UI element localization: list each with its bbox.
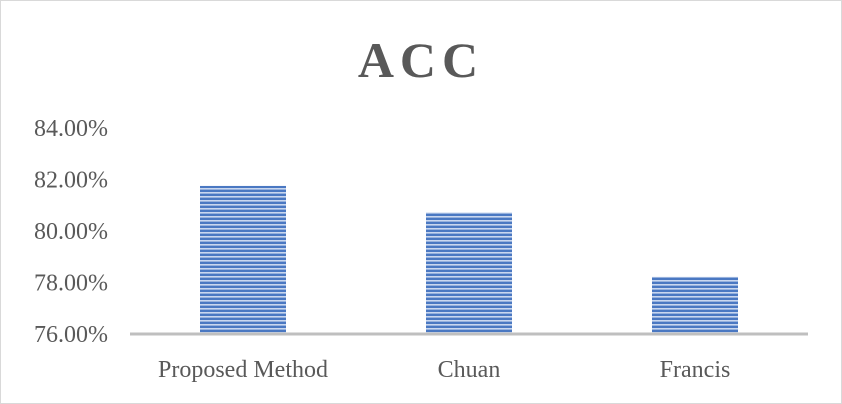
- chart-title: ACC: [358, 32, 484, 88]
- y-tick-label: 82.00%: [34, 168, 108, 194]
- x-category-label: Chuan: [438, 357, 501, 383]
- y-tick-label: 78.00%: [34, 271, 108, 297]
- bar: [200, 185, 286, 334]
- y-tick-label: 84.00%: [34, 116, 108, 142]
- bar: [426, 212, 512, 334]
- x-category-label: Proposed Method: [158, 357, 328, 383]
- y-tick-label: 76.00%: [34, 322, 108, 348]
- y-tick-label: 80.00%: [34, 219, 108, 245]
- bar: [652, 276, 738, 334]
- x-category-label: Francis: [660, 357, 731, 383]
